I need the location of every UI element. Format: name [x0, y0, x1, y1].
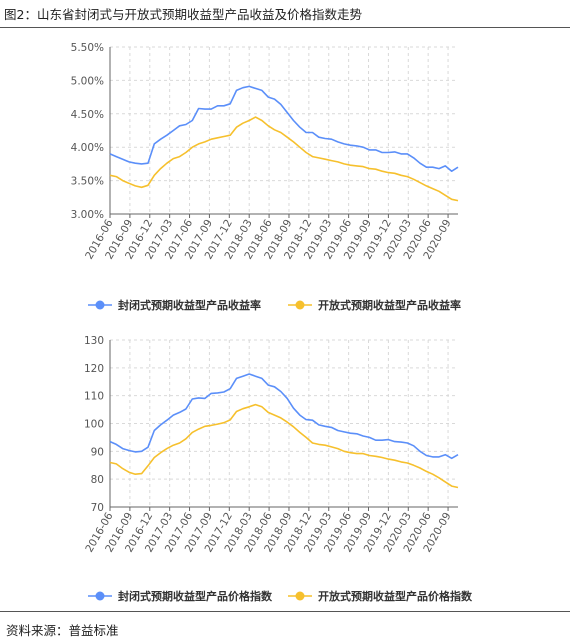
series-line-0 [109, 85, 459, 172]
figure-title: 图2：山东省封闭式与开放式预期收益型产品收益及价格指数走势 [4, 7, 362, 22]
y-tick-label: 5.00% [71, 75, 104, 87]
y-tick-label: 100 [84, 419, 104, 431]
legend-label: 开放式预期收益型产品价格指数 [318, 589, 473, 603]
y-tick-label: 3.00% [71, 209, 104, 221]
y-tick-label: 130 [84, 335, 104, 347]
legend-swatch-dot [95, 300, 105, 310]
legend-swatch-dot [295, 591, 305, 601]
y-tick-label: 4.00% [71, 142, 104, 154]
y-tick-label: 90 [91, 446, 104, 458]
legend-label: 封闭式预期收益型产品价格指数 [118, 589, 273, 603]
y-tick-label: 120 [84, 363, 104, 375]
yield-chart: 3.00%3.50%4.00%4.50%5.00%5.50%2016-06201… [71, 42, 461, 312]
index-chart: 7080901001101201302016-062016-092016-122… [83, 335, 473, 603]
top-divider [0, 27, 570, 28]
y-tick-label: 4.50% [71, 109, 104, 121]
bottom-divider [0, 611, 570, 612]
legend-swatch-dot [95, 591, 105, 601]
series-line-1 [109, 403, 459, 489]
series-line-1 [109, 116, 459, 202]
y-tick-label: 5.50% [71, 42, 104, 54]
series-line-0 [109, 373, 459, 460]
legend-label: 封闭式预期收益型产品收益率 [118, 298, 261, 312]
y-tick-label: 80 [91, 474, 104, 486]
source-note: 资料来源：普益标准 [6, 623, 119, 638]
y-tick-label: 3.50% [71, 176, 104, 188]
legend-label: 开放式预期收益型产品收益率 [318, 298, 461, 312]
y-tick-label: 110 [84, 391, 104, 403]
y-tick-label: 70 [91, 502, 104, 514]
legend-swatch-dot [295, 300, 305, 310]
